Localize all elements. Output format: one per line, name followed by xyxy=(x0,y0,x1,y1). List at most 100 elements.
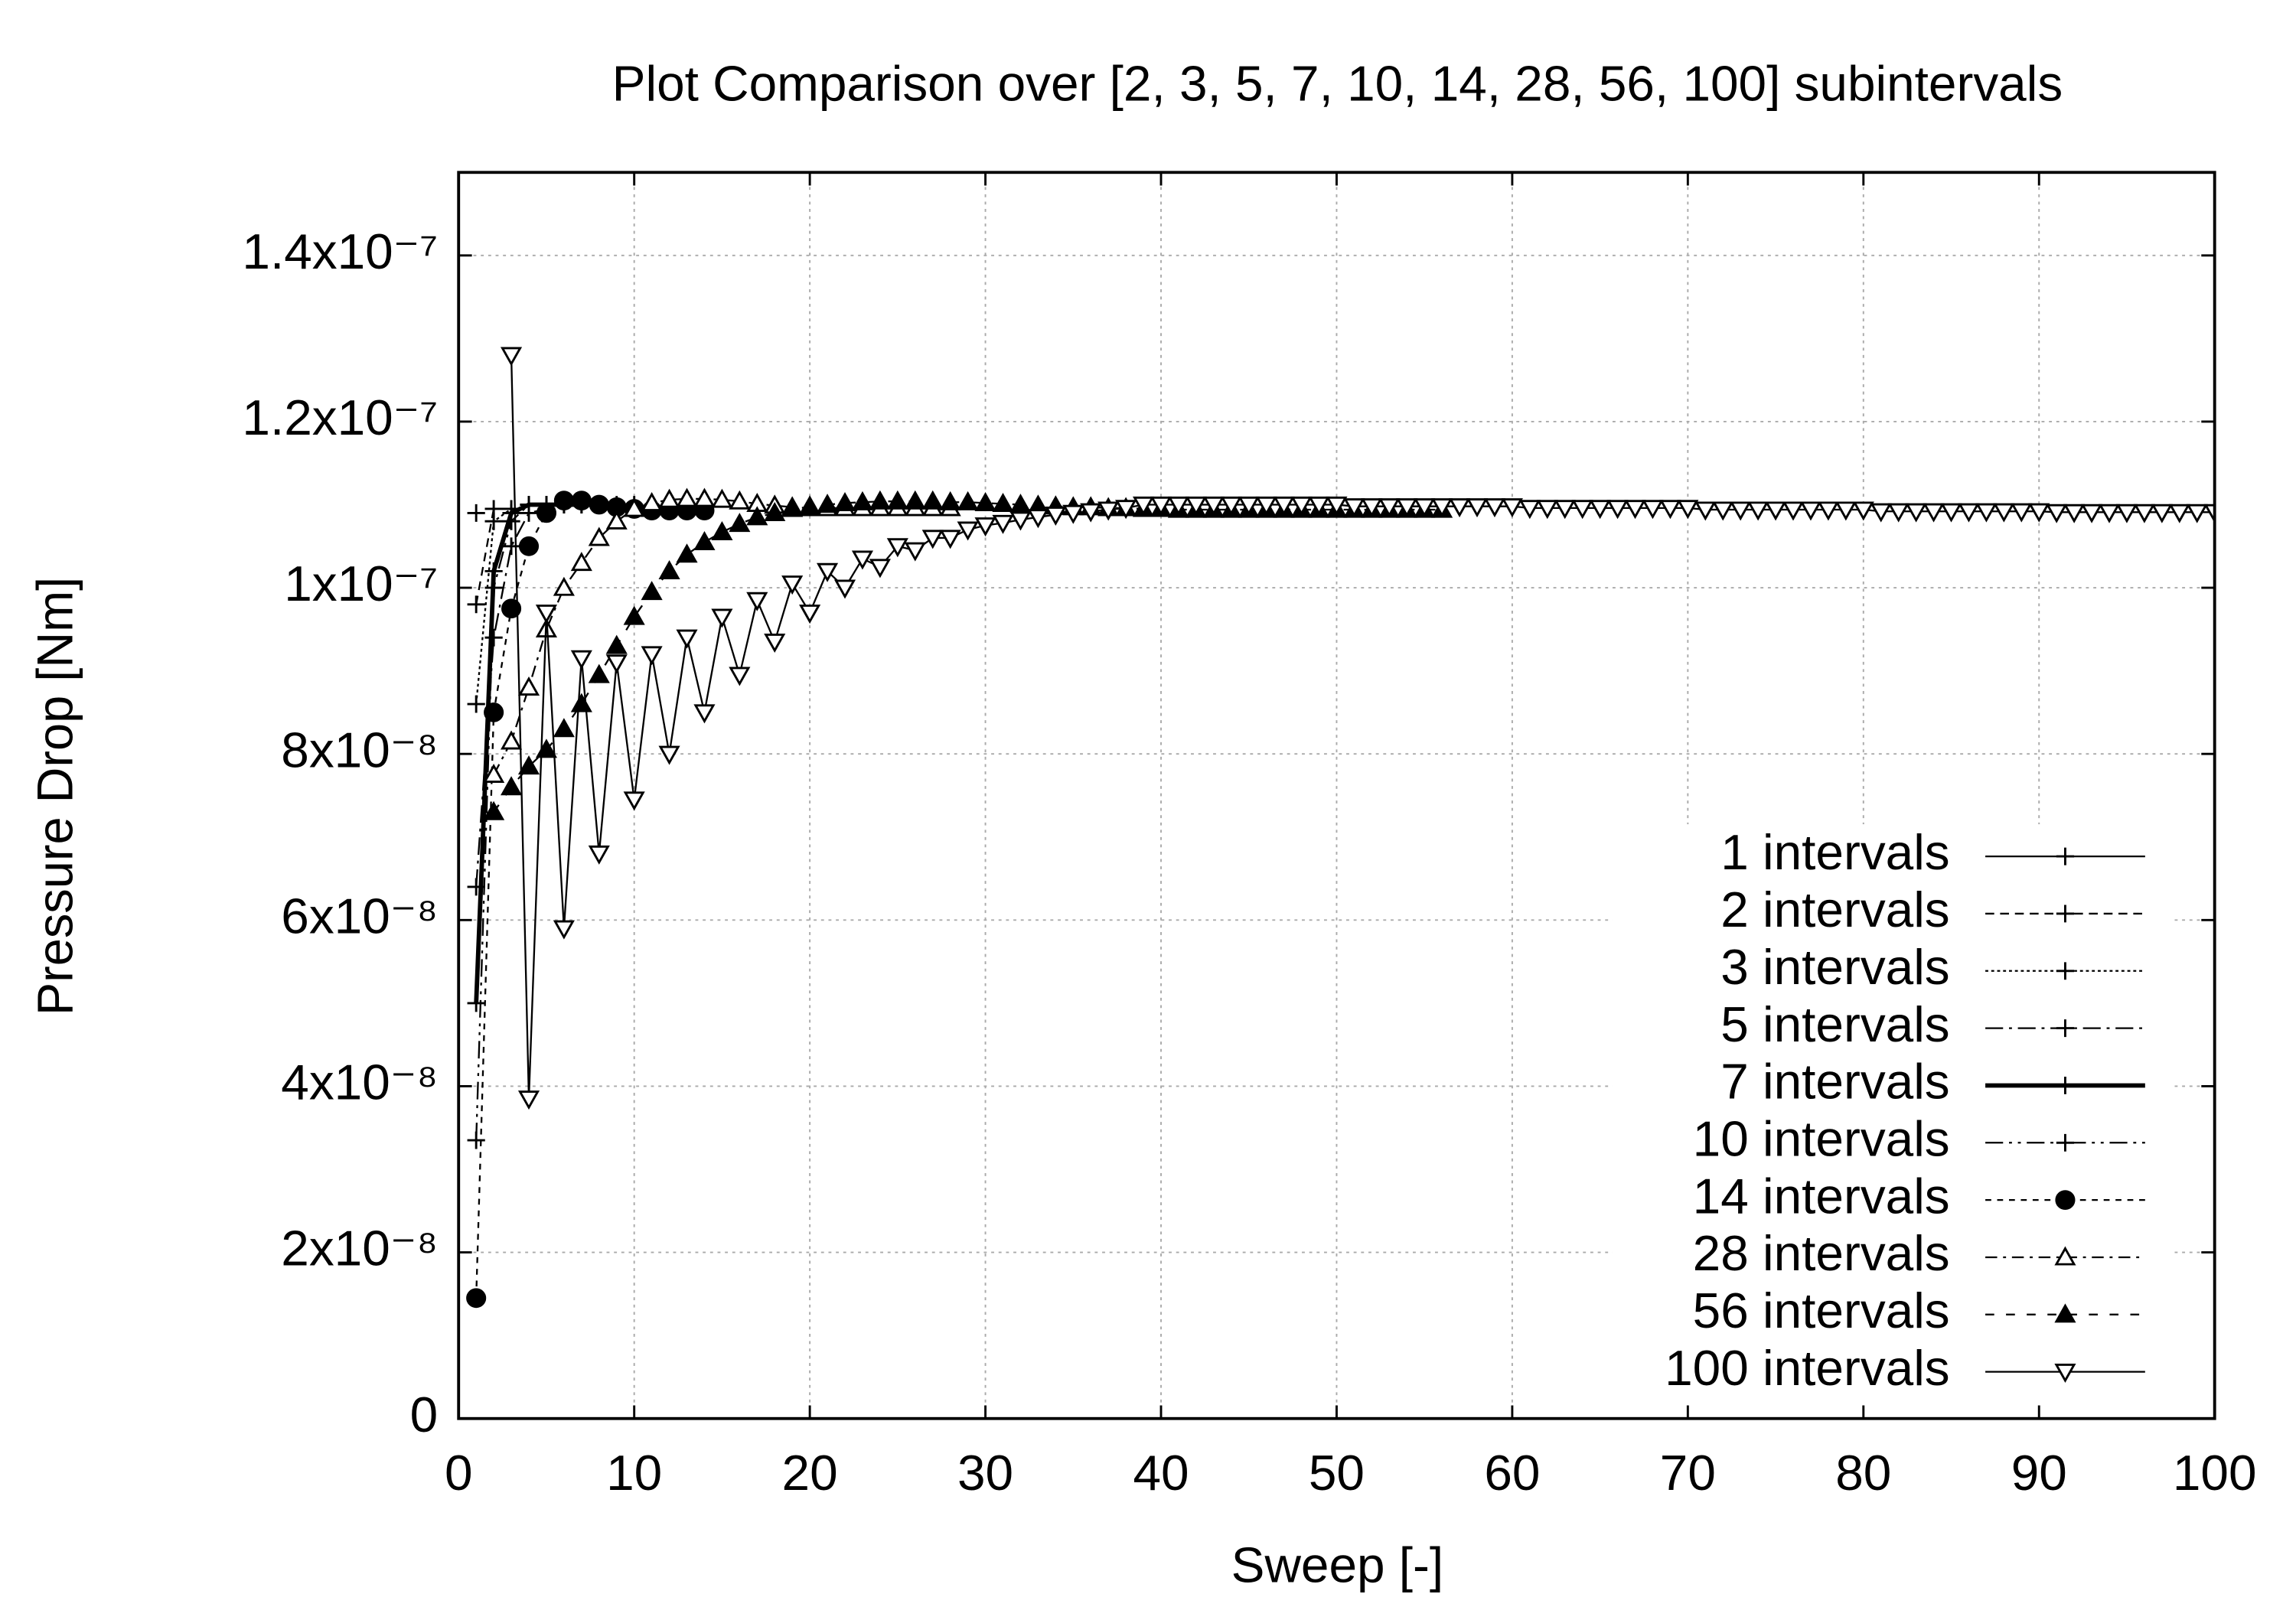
marker xyxy=(467,695,485,713)
y-tick-label: 0 xyxy=(410,1387,439,1442)
marker xyxy=(1167,496,1190,516)
legend-label: 5 intervals xyxy=(1720,996,1949,1052)
marker xyxy=(605,654,628,674)
marker xyxy=(641,581,663,601)
marker xyxy=(1343,498,1365,518)
marker xyxy=(833,491,856,511)
legend-label: 100 intervals xyxy=(1665,1340,1950,1396)
marker xyxy=(781,497,804,517)
marker xyxy=(2056,1077,2075,1094)
marker xyxy=(1501,498,1523,518)
marker xyxy=(851,550,874,570)
marker xyxy=(1852,501,1874,521)
marker xyxy=(484,562,503,580)
marker xyxy=(869,490,891,510)
marker xyxy=(1905,503,1927,523)
marker xyxy=(1799,501,1822,521)
marker xyxy=(764,501,786,521)
marker xyxy=(1027,509,1049,529)
marker xyxy=(1958,503,1980,523)
marker xyxy=(570,650,592,670)
marker xyxy=(2056,905,2075,923)
marker xyxy=(711,488,733,508)
marker xyxy=(957,491,979,510)
marker xyxy=(641,491,663,511)
marker xyxy=(484,579,503,597)
series-line xyxy=(475,508,495,605)
marker xyxy=(746,506,768,526)
marker xyxy=(484,628,503,647)
x-tick-label: 70 xyxy=(1660,1446,1716,1501)
marker xyxy=(869,559,891,579)
marker xyxy=(1606,500,1629,520)
marker xyxy=(939,530,961,549)
marker xyxy=(886,490,908,510)
marker xyxy=(729,667,751,686)
marker xyxy=(1308,496,1330,516)
marker xyxy=(1624,500,1646,520)
marker xyxy=(2028,503,2050,523)
x-tick-label: 10 xyxy=(606,1446,662,1501)
marker xyxy=(974,517,996,537)
marker xyxy=(2056,962,2075,980)
marker xyxy=(1993,503,2015,523)
marker xyxy=(1220,496,1242,516)
marker xyxy=(1835,501,1857,521)
marker xyxy=(2054,1364,2076,1384)
marker xyxy=(2151,504,2173,523)
x-tick-label: 0 xyxy=(445,1446,473,1501)
marker xyxy=(2011,503,2033,523)
marker xyxy=(500,730,523,750)
marker xyxy=(502,512,520,530)
marker xyxy=(1378,498,1401,518)
marker xyxy=(518,536,540,556)
axes: 0 10 20 30 40 50 60 70 80 90 100 0 2x10⁻⁸ 4x10⁻⁸ 6x10⁻… xyxy=(242,172,2257,1501)
marker xyxy=(711,608,733,628)
marker xyxy=(535,605,558,624)
marker xyxy=(957,521,979,541)
y-tick-label: 1x10⁻⁷ xyxy=(284,556,438,612)
marker xyxy=(623,791,645,811)
marker xyxy=(1730,501,1752,521)
marker xyxy=(921,490,944,510)
marker xyxy=(1361,498,1383,518)
x-tick-label: 60 xyxy=(1484,1446,1540,1501)
marker xyxy=(605,634,628,654)
marker xyxy=(1115,500,1137,520)
marker xyxy=(1449,498,1471,518)
marker xyxy=(1975,503,1998,523)
y-tick-label: 4x10⁻⁸ xyxy=(281,1054,438,1110)
plot-area xyxy=(466,347,2215,1309)
marker xyxy=(833,579,856,599)
marker xyxy=(2055,1190,2076,1211)
marker xyxy=(588,526,610,546)
marker xyxy=(623,497,645,517)
x-axis-label: Sweep [-] xyxy=(1231,1537,1444,1593)
marker xyxy=(992,493,1014,513)
marker xyxy=(501,598,522,619)
marker xyxy=(1150,496,1172,516)
marker xyxy=(2054,1303,2076,1323)
marker xyxy=(851,491,874,510)
y-tick-label: 1.4x10⁻⁷ xyxy=(242,223,438,279)
marker xyxy=(588,663,610,683)
marker xyxy=(1518,500,1541,520)
legend-label: 10 intervals xyxy=(1693,1111,1950,1167)
marker xyxy=(693,704,716,724)
marker xyxy=(1817,501,1839,521)
marker xyxy=(467,1131,485,1149)
marker xyxy=(904,542,926,562)
marker xyxy=(466,1288,487,1309)
marker xyxy=(676,487,698,507)
marker xyxy=(676,629,698,649)
marker xyxy=(589,494,609,515)
marker xyxy=(693,487,716,507)
marker xyxy=(2186,504,2208,523)
marker xyxy=(1133,496,1155,516)
marker xyxy=(2098,504,2121,523)
marker xyxy=(483,763,505,783)
marker xyxy=(676,543,698,563)
x-tick-label: 20 xyxy=(782,1446,838,1501)
